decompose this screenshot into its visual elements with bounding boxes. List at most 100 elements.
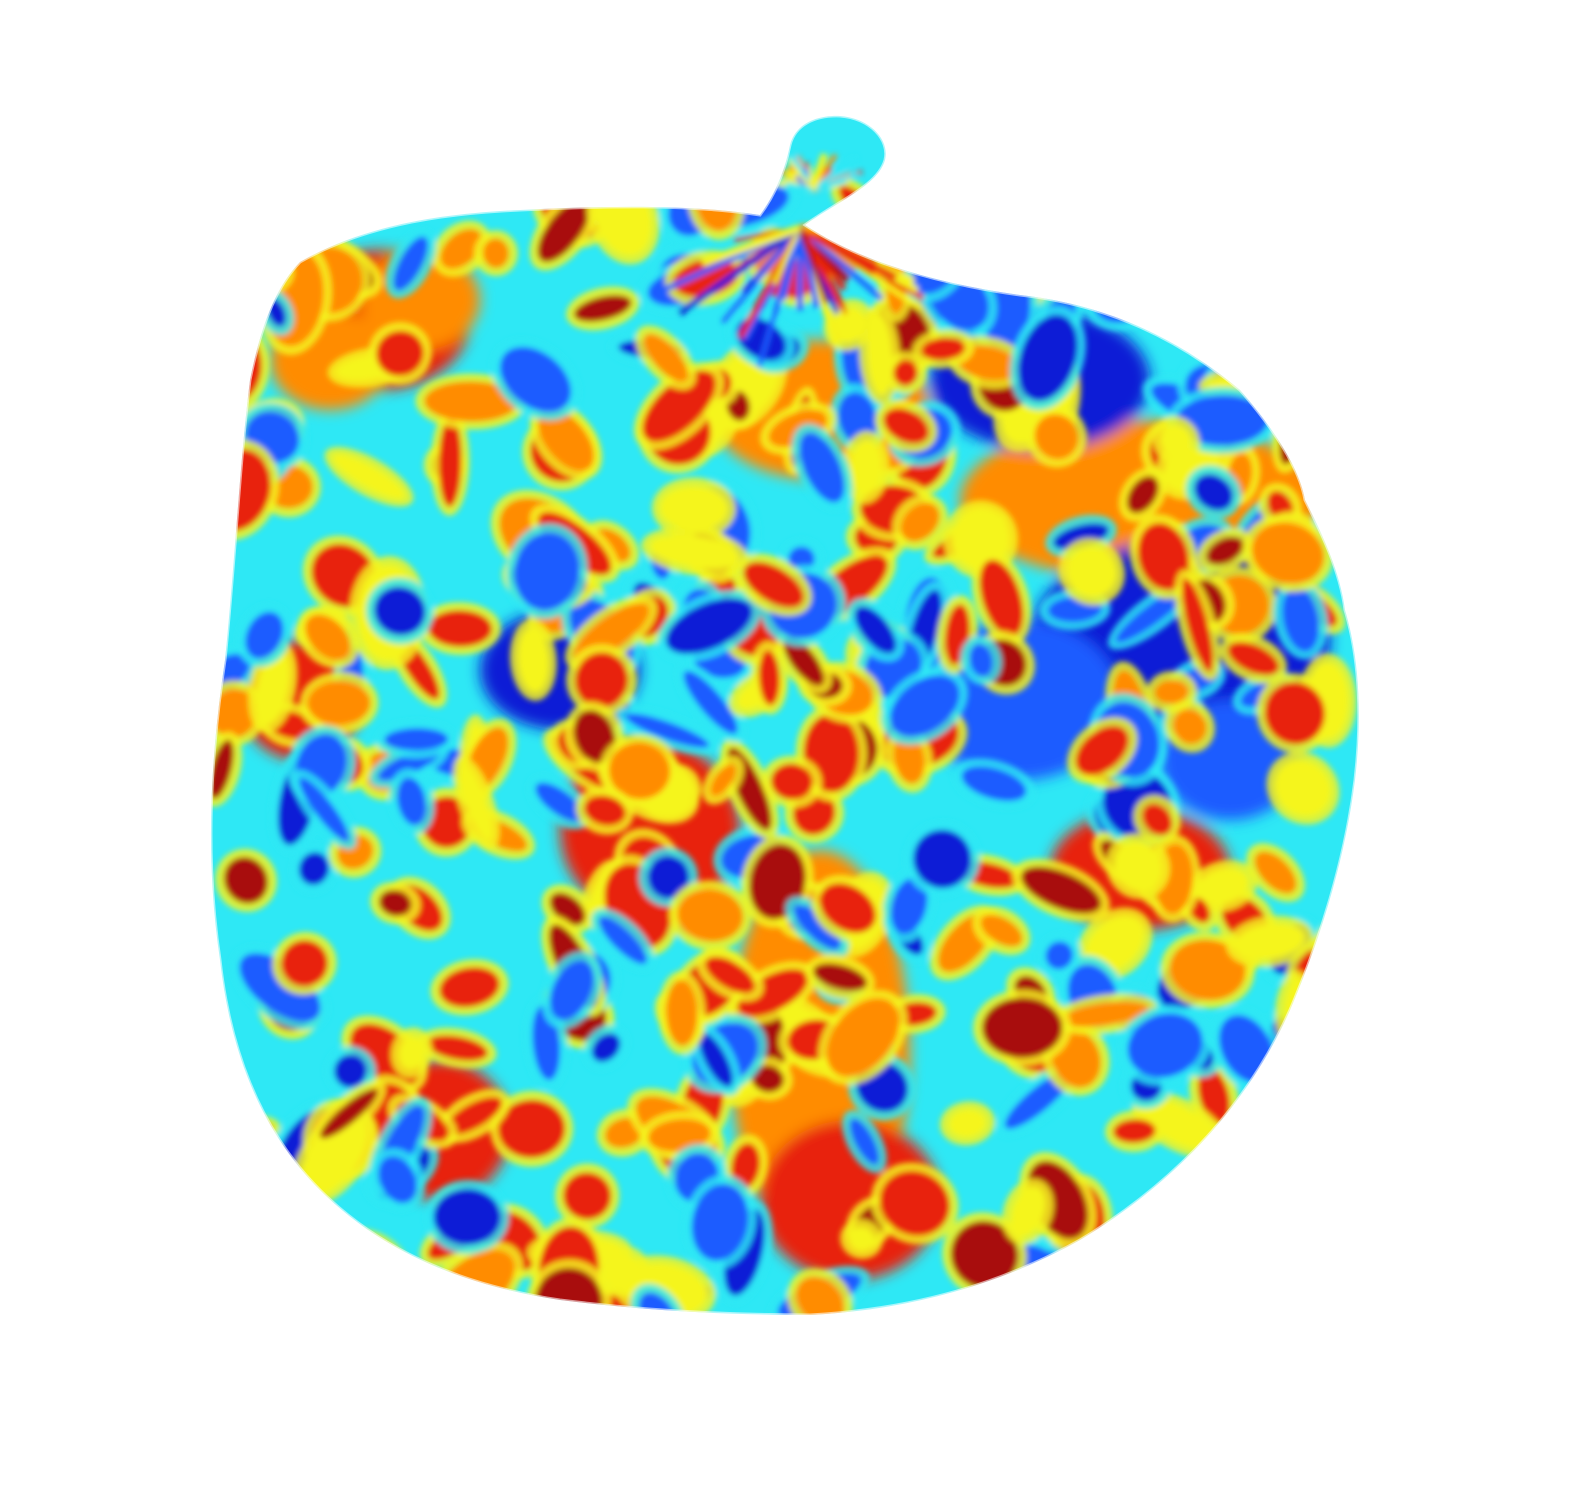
texture-blob-389 — [832, 307, 866, 343]
texture-blob-289 — [1272, 200, 1324, 287]
texture-halo-77 — [214, 1238, 253, 1279]
texture-halo-216 — [1190, 251, 1238, 331]
texture-blob-138 — [440, 228, 483, 269]
texture-blob-224 — [913, 829, 972, 889]
texture-blob-265 — [1176, 395, 1269, 446]
texture-blob-393 — [1321, 919, 1359, 974]
texture-blob-363 — [1264, 682, 1325, 745]
texture-halo-264 — [1268, 314, 1332, 374]
surface-outline — [209, 114, 1361, 1317]
texture-halo-260 — [1306, 969, 1359, 1030]
texture-blob-309 — [1287, 1264, 1343, 1315]
texture-blob-323 — [642, 370, 716, 442]
texture-blob-413 — [813, 963, 868, 992]
texture-blob-313 — [650, 535, 740, 569]
texture-blob-368 — [300, 1116, 367, 1197]
texture-halo-382 — [1291, 237, 1359, 318]
texture-blob-200 — [591, 1033, 621, 1062]
texture-blob-58 — [1254, 851, 1297, 894]
texture-halo-330 — [1249, 204, 1310, 300]
texture-blob-408 — [638, 1292, 678, 1315]
texture-blob-108 — [1198, 1067, 1230, 1124]
texture-blob-22 — [1319, 1249, 1359, 1301]
texture-blob-180 — [376, 330, 424, 377]
texture-blob-354 — [698, 1032, 733, 1088]
texture-halo-158 — [1231, 226, 1273, 294]
texture-blob-325 — [1154, 679, 1189, 705]
texture-halo-16 — [1279, 289, 1331, 335]
texture-blob-374 — [1061, 1001, 1149, 1027]
texture-blob-306 — [393, 236, 428, 291]
texture-blob-290 — [849, 1118, 880, 1165]
texture-blob-107 — [1118, 1272, 1182, 1300]
texture-blob-258 — [575, 652, 629, 708]
texture-blob-344 — [517, 627, 549, 692]
texture-halo-367 — [1236, 1176, 1285, 1225]
texture-blob-285 — [333, 454, 405, 500]
texture-halo-266 — [245, 1220, 288, 1264]
texture-blob-24 — [961, 766, 1027, 801]
texture-blob-41 — [1115, 584, 1192, 643]
texture-blob-232 — [1152, 225, 1188, 279]
texture-blob-395 — [433, 1188, 501, 1245]
texture-blob-247 — [223, 857, 269, 904]
texture-halo-211 — [1202, 1151, 1263, 1218]
texture-blob-49 — [563, 1172, 612, 1220]
texture-blob-330 — [1257, 212, 1303, 291]
stem-streak-28 — [772, 227, 802, 285]
texture-blob-256 — [1137, 522, 1190, 591]
texture-blob-272 — [460, 764, 493, 841]
texture-halo-254 — [1287, 332, 1359, 401]
texture-blob-260 — [1315, 977, 1359, 1022]
texture-blob-312 — [793, 904, 841, 950]
texture-blob-194 — [574, 295, 632, 322]
texture-blob-280 — [384, 728, 448, 751]
texture-halo-116 — [1295, 1116, 1359, 1176]
texture-blob-315 — [482, 238, 509, 268]
texture-blob-288 — [1098, 217, 1160, 262]
texture-halo-63 — [983, 203, 1046, 279]
bud-streak-23 — [785, 181, 813, 193]
texture-blob-97 — [751, 1065, 785, 1093]
texture-blob-222 — [256, 649, 290, 725]
texture-halo-259 — [248, 1177, 308, 1253]
texture-blob-268 — [648, 1118, 711, 1152]
texture-blob-190 — [850, 440, 882, 495]
texture-blob-352 — [979, 559, 1024, 637]
stem-streak-19 — [756, 227, 803, 368]
texture-blob-373 — [598, 916, 647, 964]
texture-blob-122 — [893, 733, 925, 784]
texture-blob-85 — [255, 208, 302, 243]
texture-blob-164 — [307, 680, 371, 726]
stem-streak-34 — [798, 225, 877, 276]
texture-halo-59 — [1263, 239, 1352, 332]
texture-blob-216 — [1199, 259, 1229, 323]
texture-blob-123 — [1140, 1099, 1219, 1151]
texture-blob-314 — [705, 956, 755, 994]
stem-streak-39 — [701, 224, 802, 267]
texture-blob-349 — [538, 408, 594, 471]
texture-blob-406 — [982, 997, 1063, 1058]
texture-halo-309 — [1279, 1255, 1351, 1315]
texture-blob-304 — [1091, 195, 1150, 288]
texture-blob-396 — [643, 333, 689, 382]
texture-blob-300 — [848, 1227, 875, 1251]
texture-blob-335 — [625, 713, 709, 748]
texture-blob-328 — [374, 586, 426, 636]
texture-blob-392 — [299, 777, 350, 842]
texture-blob-172 — [1020, 866, 1102, 914]
texture-halo-232 — [1143, 217, 1196, 287]
texture-blob-201 — [210, 1121, 272, 1144]
texture-blob-359 — [1045, 941, 1073, 970]
texture-blob-386 — [608, 742, 671, 800]
texture-blob-379 — [1066, 546, 1117, 597]
texture-halo-0 — [210, 1143, 256, 1197]
texture-halo-179 — [1190, 221, 1285, 279]
texture-blob-277 — [265, 1226, 296, 1260]
texture-blob-342 — [424, 381, 518, 422]
texture-blob-259 — [256, 1184, 300, 1245]
texture-blob-367 — [1244, 1185, 1276, 1216]
texture-blob-144 — [305, 614, 351, 661]
texture-blob-143 — [921, 226, 961, 268]
